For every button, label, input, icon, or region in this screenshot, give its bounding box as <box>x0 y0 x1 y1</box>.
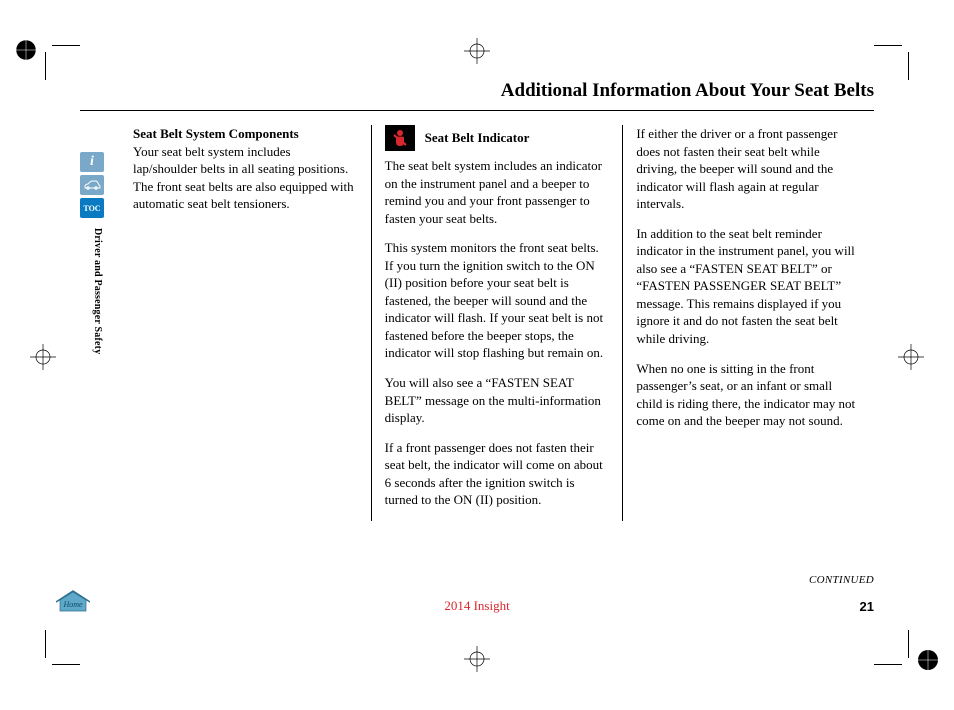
col2-p1: The seat belt system includes an indicat… <box>385 157 610 227</box>
registration-cross-icon <box>464 646 490 672</box>
page-content: Additional Information About Your Seat B… <box>80 80 874 630</box>
col3-p2: In addition to the seat belt reminder in… <box>636 225 861 348</box>
continued-label: CONTINUED <box>809 574 874 586</box>
page-number: 21 <box>860 599 874 614</box>
col2-p3: You will also see a “FASTEN SEAT BELT” m… <box>385 374 610 427</box>
column-2: Seat Belt Indicator The seat belt system… <box>371 125 623 521</box>
registration-cross-icon <box>898 344 924 370</box>
col1-heading: Seat Belt System Components <box>133 126 299 141</box>
crop-mark <box>908 630 909 658</box>
crop-mark <box>52 45 80 46</box>
crop-mark <box>874 664 902 665</box>
indicator-heading: Seat Belt Indicator <box>425 129 530 147</box>
registration-mark-icon <box>916 648 940 672</box>
content-columns: Seat Belt System Components Your seat be… <box>120 125 874 521</box>
col3-p1: If either the driver or a front passenge… <box>636 125 861 213</box>
col3-p3: When no one is sitting in the front pass… <box>636 360 861 430</box>
crop-mark <box>874 45 902 46</box>
col2-p4: If a front passenger does not fasten the… <box>385 439 610 509</box>
title-rule <box>80 110 874 111</box>
registration-cross-icon <box>464 38 490 64</box>
column-3: If either the driver or a front passenge… <box>622 125 874 521</box>
col2-p2: This system monitors the front seat belt… <box>385 239 610 362</box>
seat-belt-indicator-icon <box>385 125 415 151</box>
crop-mark <box>45 630 46 658</box>
crop-mark <box>52 664 80 665</box>
col1-body: Your seat belt system includes lap/shoul… <box>133 144 354 212</box>
registration-cross-icon <box>30 344 56 370</box>
registration-mark-icon <box>14 38 38 62</box>
page-title: Additional Information About Your Seat B… <box>80 80 874 110</box>
crop-mark <box>908 52 909 80</box>
footer-model-year: 2014 Insight <box>80 598 874 614</box>
column-1: Seat Belt System Components Your seat be… <box>120 125 371 521</box>
crop-mark <box>45 52 46 80</box>
